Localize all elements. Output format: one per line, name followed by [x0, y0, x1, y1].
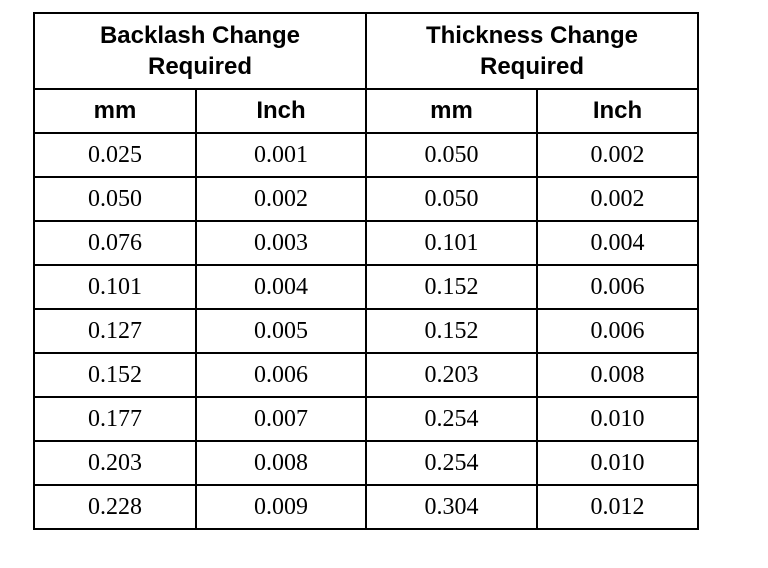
data-row: 0.101 0.004 0.152 0.006	[33, 264, 699, 310]
data-cell: 0.304	[365, 484, 538, 530]
data-cell: 0.050	[33, 176, 197, 222]
unit-header: Inch	[536, 88, 699, 134]
data-cell: 0.006	[536, 264, 699, 310]
data-cell: 0.152	[33, 352, 197, 398]
data-cell: 0.076	[33, 220, 197, 266]
data-row: 0.203 0.008 0.254 0.010	[33, 440, 699, 486]
data-cell: 0.010	[536, 440, 699, 486]
data-cell: 0.006	[195, 352, 367, 398]
data-cell: 0.012	[536, 484, 699, 530]
group-header: Backlash Change Required	[33, 12, 367, 90]
data-cell: 0.007	[195, 396, 367, 442]
group-header-text: Thickness Change Required	[425, 22, 639, 80]
data-cell: 0.050	[365, 132, 538, 178]
data-cell: 0.003	[195, 220, 367, 266]
data-cell: 0.002	[536, 132, 699, 178]
data-cell: 0.203	[365, 352, 538, 398]
data-cell: 0.025	[33, 132, 197, 178]
data-cell: 0.008	[195, 440, 367, 486]
unit-header: Inch	[195, 88, 367, 134]
group-header: Thickness Change Required	[365, 12, 699, 90]
data-row: 0.228 0.009 0.304 0.012	[33, 484, 699, 530]
data-cell: 0.008	[536, 352, 699, 398]
data-cell: 0.002	[536, 176, 699, 222]
data-cell: 0.005	[195, 308, 367, 354]
unit-header: mm	[33, 88, 197, 134]
data-cell: 0.009	[195, 484, 367, 530]
data-cell: 0.127	[33, 308, 197, 354]
data-row: 0.076 0.003 0.101 0.004	[33, 220, 699, 266]
data-cell: 0.254	[365, 396, 538, 442]
group-header-row: Backlash Change Required Thickness Chang…	[33, 12, 699, 90]
data-cell: 0.001	[195, 132, 367, 178]
data-cell: 0.228	[33, 484, 197, 530]
conversion-table: Backlash Change Required Thickness Chang…	[33, 12, 699, 530]
data-cell: 0.101	[365, 220, 538, 266]
unit-header-row: mm Inch mm Inch	[33, 88, 699, 134]
data-cell: 0.010	[536, 396, 699, 442]
data-cell: 0.152	[365, 308, 538, 354]
data-row: 0.050 0.002 0.050 0.002	[33, 176, 699, 222]
data-row: 0.152 0.006 0.203 0.008	[33, 352, 699, 398]
data-row: 0.177 0.007 0.254 0.010	[33, 396, 699, 442]
data-cell: 0.006	[536, 308, 699, 354]
data-cell: 0.004	[536, 220, 699, 266]
data-cell: 0.177	[33, 396, 197, 442]
data-cell: 0.203	[33, 440, 197, 486]
data-row: 0.025 0.001 0.050 0.002	[33, 132, 699, 178]
data-cell: 0.050	[365, 176, 538, 222]
data-cell: 0.002	[195, 176, 367, 222]
data-cell: 0.152	[365, 264, 538, 310]
group-header-text: Backlash Change Required	[99, 22, 301, 80]
data-row: 0.127 0.005 0.152 0.006	[33, 308, 699, 354]
table-body: 0.025 0.001 0.050 0.002 0.050 0.002 0.050 0.002…	[33, 132, 699, 530]
data-cell: 0.004	[195, 264, 367, 310]
unit-header: mm	[365, 88, 538, 134]
data-cell: 0.254	[365, 440, 538, 486]
data-cell: 0.101	[33, 264, 197, 310]
